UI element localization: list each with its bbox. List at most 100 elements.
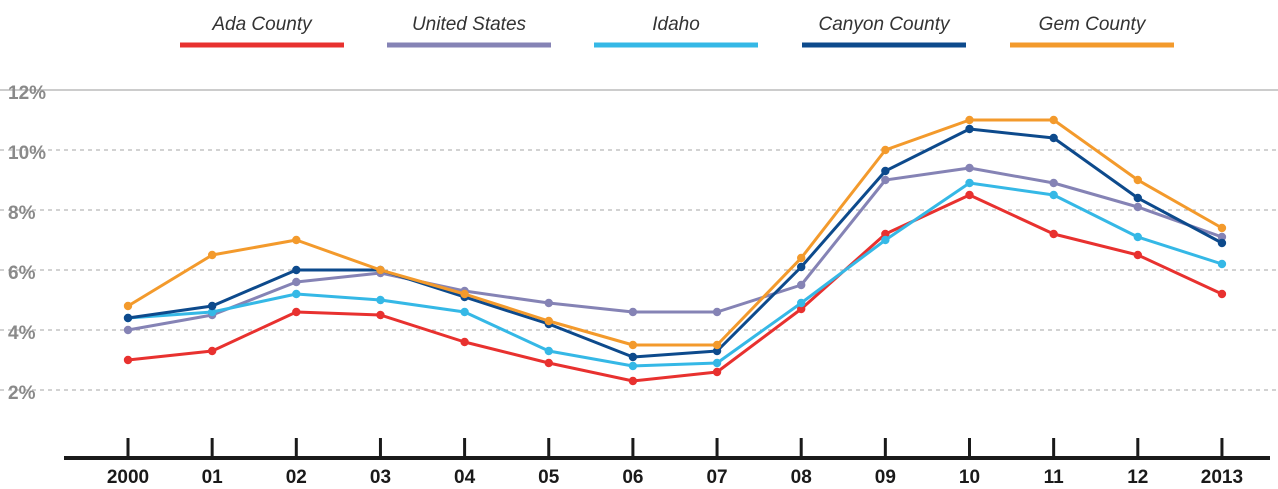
data-point-gem-county bbox=[1217, 223, 1227, 233]
y-tick-label: 12% bbox=[8, 83, 46, 104]
x-axis: 2000 01 02 03 04 05 06 07 08 09 10 11 12 2013 bbox=[64, 438, 1270, 488]
y-tick-label: 8% bbox=[8, 203, 36, 224]
data-point-united-states bbox=[1217, 232, 1227, 242]
series-line-idaho bbox=[126, 181, 1224, 368]
legend: Ada County United States Idaho Canyon Count… bbox=[180, 14, 1174, 48]
data-point-gem-county bbox=[292, 235, 301, 245]
legend-item-gem-county: Gem County bbox=[1010, 14, 1174, 48]
x-tick-label: 11 bbox=[1044, 467, 1065, 488]
data-point-idaho bbox=[797, 298, 806, 308]
x-tick-label: 03 bbox=[370, 467, 391, 488]
x-tick-label: 05 bbox=[538, 467, 560, 488]
data-point-ada-county bbox=[712, 367, 722, 377]
data-point-canyon-county bbox=[207, 301, 217, 311]
x-tick-label: 01 bbox=[202, 467, 224, 488]
y-axis: 2% 4% 6% 8% 10% 12% bbox=[8, 83, 46, 404]
data-point-united-states bbox=[881, 175, 890, 185]
data-point-idaho bbox=[1049, 190, 1058, 200]
data-point-canyon-county bbox=[881, 166, 890, 176]
x-tick-label: 09 bbox=[875, 467, 896, 488]
data-point-idaho bbox=[1133, 232, 1143, 242]
legend-item-united-states: United States bbox=[387, 14, 551, 48]
data-point-idaho bbox=[207, 307, 217, 317]
data-point-gem-county bbox=[123, 301, 133, 311]
series-gem-county bbox=[123, 115, 1227, 350]
data-point-canyon-county bbox=[628, 352, 638, 362]
data-point-gem-county bbox=[797, 253, 806, 263]
data-point-ada-county bbox=[1133, 250, 1143, 260]
x-tick-label: 07 bbox=[706, 467, 727, 488]
legend-label: Ada County bbox=[211, 14, 313, 35]
data-point-gem-county bbox=[881, 145, 890, 155]
data-point-united-states bbox=[123, 325, 133, 335]
data-point-united-states bbox=[965, 163, 974, 173]
data-point-gem-county bbox=[544, 316, 553, 326]
legend-item-canyon-county: Canyon County bbox=[802, 14, 966, 48]
legend-label: Gem County bbox=[1039, 14, 1147, 35]
data-point-gem-county bbox=[376, 265, 385, 275]
data-point-gem-county bbox=[628, 340, 638, 350]
series-line-gem-county bbox=[126, 118, 1224, 347]
data-point-idaho bbox=[376, 295, 385, 305]
data-point-united-states bbox=[712, 307, 722, 317]
y-tick-label: 4% bbox=[8, 323, 36, 344]
data-point-gem-county bbox=[207, 250, 217, 260]
legend-label: United States bbox=[412, 14, 527, 35]
legend-label: Canyon County bbox=[819, 14, 951, 35]
x-tick-label: 04 bbox=[454, 467, 476, 488]
data-point-ada-county bbox=[460, 337, 469, 347]
series-line-canyon-county bbox=[126, 127, 1224, 359]
data-point-ada-county bbox=[1217, 289, 1227, 299]
x-tick-label: 10 bbox=[959, 467, 980, 488]
data-point-ada-county bbox=[881, 229, 890, 239]
data-point-ada-county bbox=[376, 310, 385, 320]
data-point-united-states bbox=[544, 298, 553, 308]
data-point-ada-county bbox=[628, 376, 638, 386]
data-point-united-states bbox=[628, 307, 638, 317]
x-tick-label: 06 bbox=[622, 467, 643, 488]
y-tick-label: 2% bbox=[8, 383, 36, 404]
x-tick-label: 12 bbox=[1127, 467, 1148, 488]
data-point-canyon-county bbox=[292, 265, 301, 275]
data-point-canyon-county bbox=[1049, 133, 1058, 143]
series-group bbox=[123, 115, 1227, 386]
data-point-canyon-county bbox=[1217, 238, 1227, 248]
data-point-gem-county bbox=[712, 340, 722, 350]
series-line-united-states bbox=[126, 166, 1224, 332]
data-point-united-states bbox=[1133, 202, 1143, 212]
data-point-united-states bbox=[1049, 178, 1058, 188]
data-point-ada-county bbox=[292, 307, 301, 317]
data-point-gem-county bbox=[1133, 175, 1143, 185]
x-tick-label: 2000 bbox=[107, 467, 149, 488]
data-point-ada-county bbox=[1049, 229, 1058, 239]
legend-item-idaho: Idaho bbox=[594, 14, 758, 48]
data-point-canyon-county bbox=[797, 262, 806, 272]
data-point-idaho bbox=[460, 307, 469, 317]
data-point-idaho bbox=[881, 235, 890, 245]
data-point-ada-county bbox=[797, 304, 806, 314]
gridlines bbox=[0, 89, 1278, 391]
y-tick-label: 10% bbox=[8, 143, 46, 164]
series-united-states bbox=[123, 163, 1227, 335]
data-point-ada-county bbox=[123, 355, 133, 365]
data-point-idaho bbox=[965, 178, 974, 188]
data-point-idaho bbox=[544, 346, 553, 356]
data-point-gem-county bbox=[965, 115, 974, 125]
data-point-idaho bbox=[628, 361, 638, 371]
data-point-idaho bbox=[1217, 259, 1227, 269]
data-point-ada-county bbox=[544, 358, 553, 368]
x-tick-label: 2013 bbox=[1201, 467, 1243, 488]
x-tick-label: 08 bbox=[791, 467, 812, 488]
data-point-ada-county bbox=[207, 346, 217, 356]
data-point-idaho bbox=[292, 289, 301, 299]
data-point-gem-county bbox=[1049, 115, 1058, 125]
legend-item-ada-county: Ada County bbox=[180, 14, 344, 48]
legend-label: Idaho bbox=[652, 14, 700, 35]
data-point-canyon-county bbox=[712, 346, 722, 356]
data-point-idaho bbox=[712, 358, 722, 368]
x-tick-label: 02 bbox=[286, 467, 307, 488]
data-point-canyon-county bbox=[965, 124, 974, 134]
data-point-united-states bbox=[797, 280, 806, 290]
data-point-canyon-county bbox=[1133, 193, 1143, 203]
